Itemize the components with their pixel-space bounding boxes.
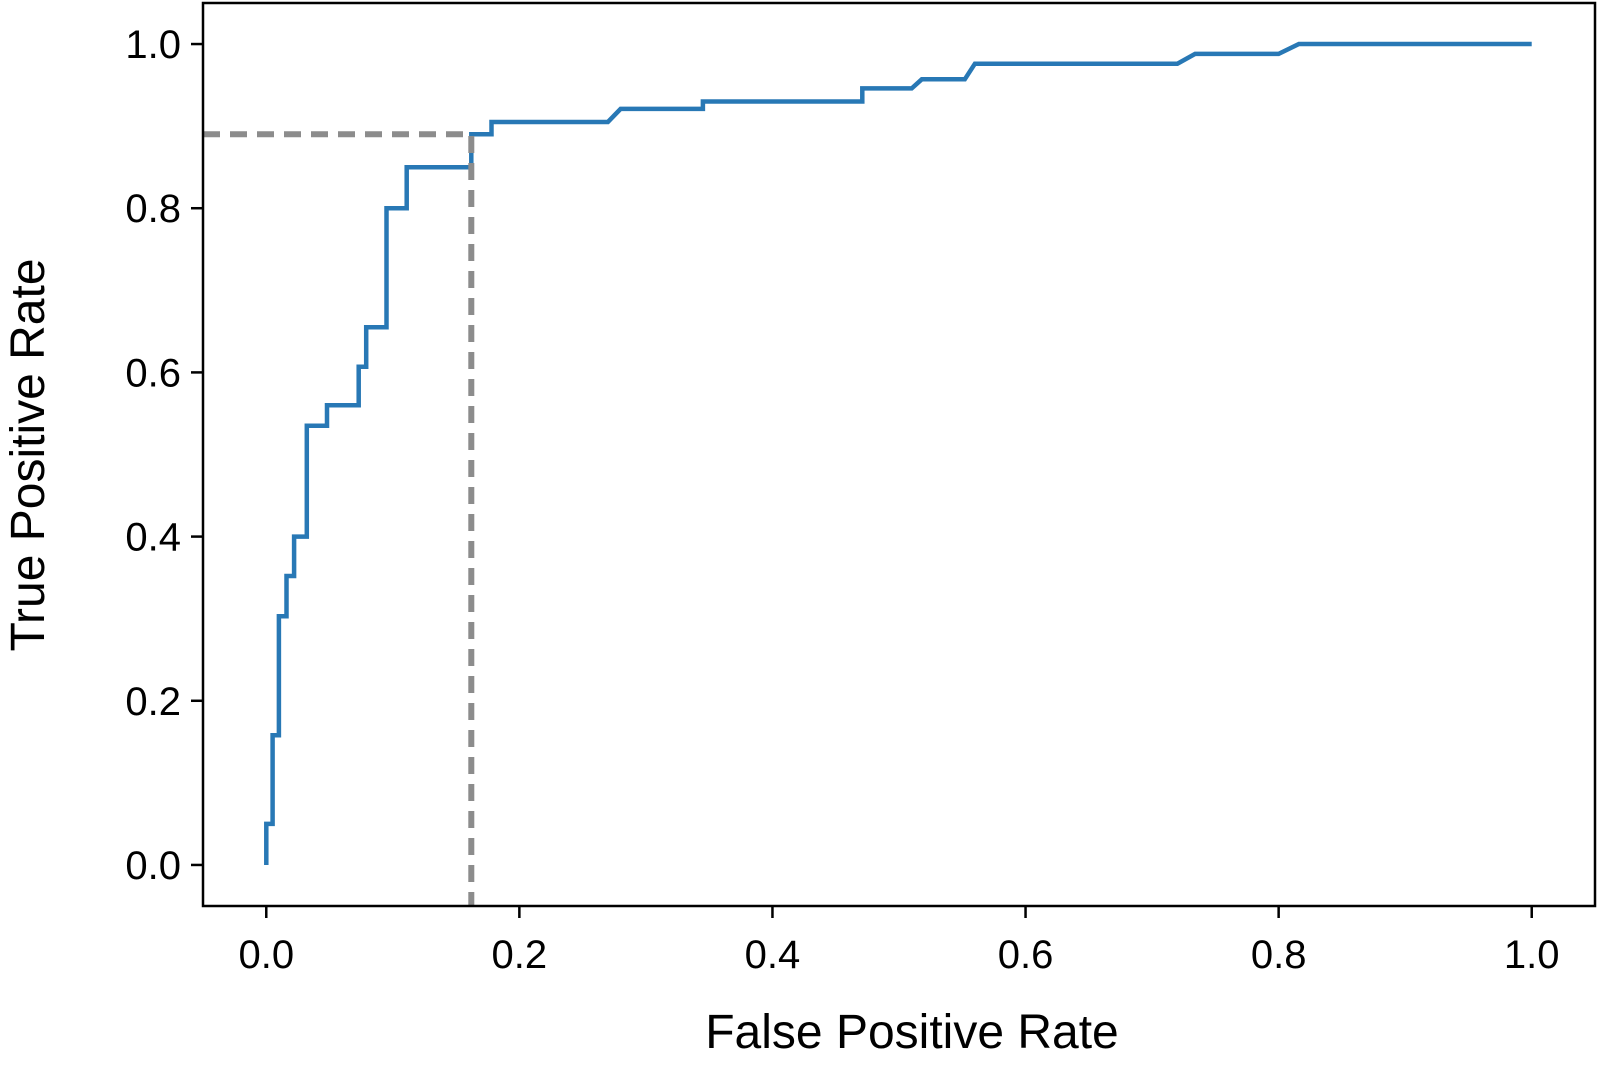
y-tick-label: 0.0 xyxy=(125,844,181,888)
y-tick-label: 0.8 xyxy=(125,187,181,231)
y-tick-label: 0.2 xyxy=(125,680,181,724)
y-tick-label: 0.6 xyxy=(125,351,181,395)
x-tick-label: 0.0 xyxy=(238,933,294,977)
series-layer xyxy=(203,41,1532,906)
x-tick-label: 0.8 xyxy=(1251,933,1307,977)
y-axis-label: True Positive Rate xyxy=(2,258,55,651)
roc-curve-line xyxy=(264,41,1532,865)
x-tick-label: 0.6 xyxy=(998,933,1054,977)
y-tick-label: 1.0 xyxy=(125,23,181,67)
x-axis-label: False Positive Rate xyxy=(705,1006,1119,1059)
x-tick-label: 1.0 xyxy=(1504,933,1560,977)
x-tick-label: 0.2 xyxy=(492,933,548,977)
y-tick-label: 0.4 xyxy=(125,516,181,560)
x-axis: 0.0 0.2 0.4 0.6 0.8 1.0 xyxy=(238,906,1560,977)
y-axis: 0.0 0.2 0.4 0.6 0.8 1.0 xyxy=(125,23,203,888)
plot-frame xyxy=(201,1,1597,908)
threshold-guide-line xyxy=(203,131,475,906)
x-tick-label: 0.4 xyxy=(745,933,801,977)
